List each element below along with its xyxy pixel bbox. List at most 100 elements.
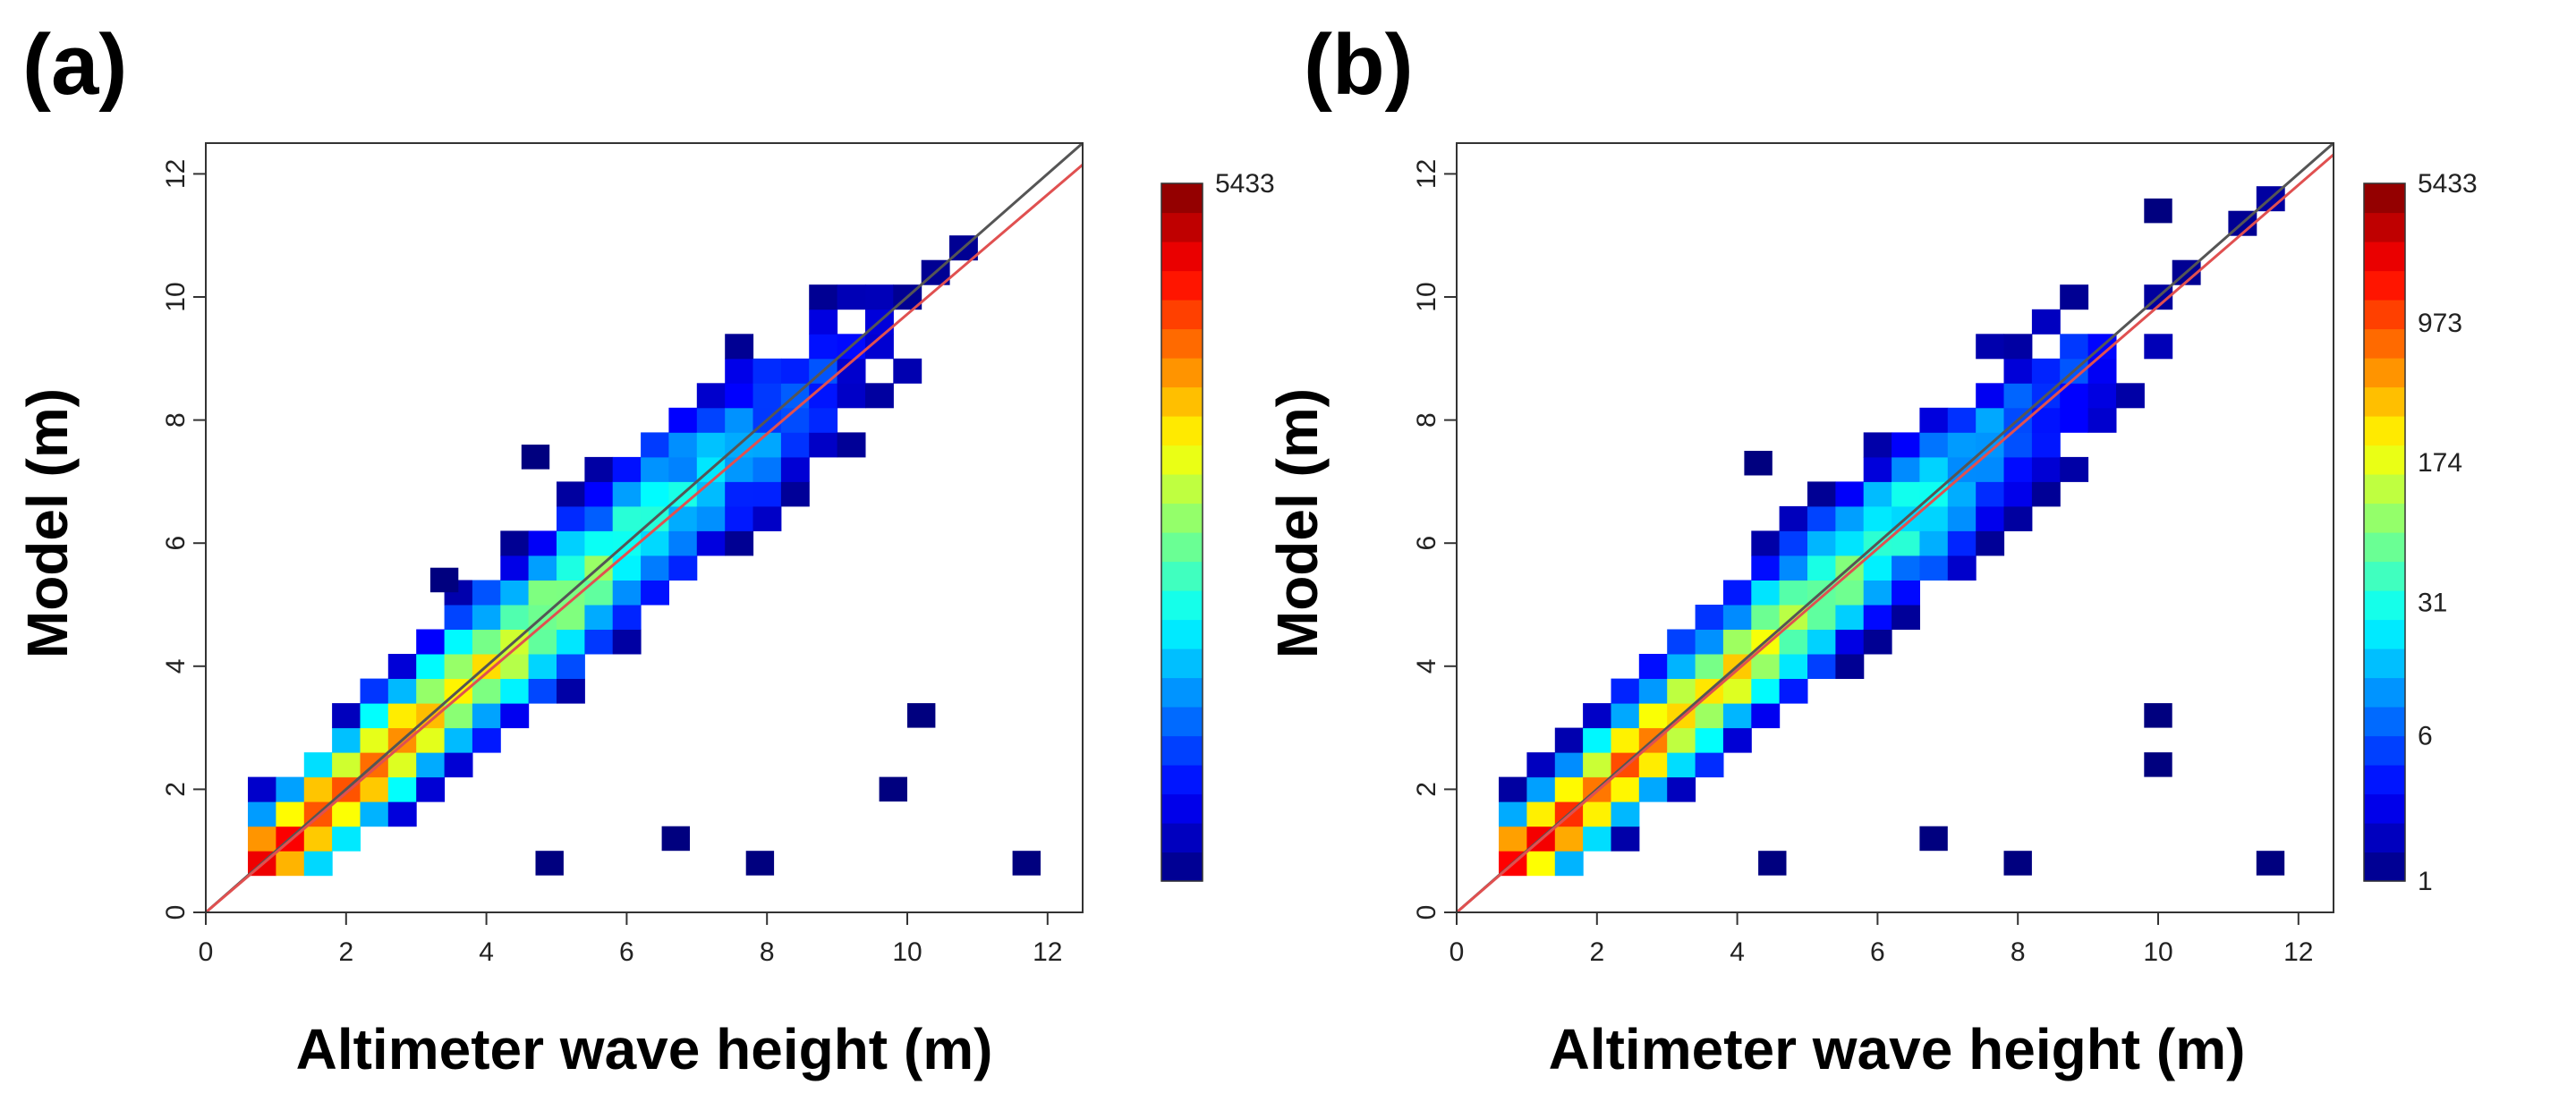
heatmap-cell: [780, 481, 810, 507]
heatmap-cell: [1722, 629, 1752, 655]
heatmap-cell: [696, 481, 726, 507]
heatmap-cell: [837, 432, 866, 458]
heatmap-cell: [725, 456, 754, 482]
heatmap-cell: [612, 629, 642, 655]
heatmap-cell: [1807, 629, 1836, 655]
colorbar-segment: [2364, 242, 2405, 272]
heatmap-cell: [1976, 407, 2005, 433]
heatmap-cell: [528, 555, 557, 581]
heatmap-cell: [837, 284, 866, 310]
heatmap-cell: [641, 481, 669, 507]
heatmap-cell: [2003, 358, 2033, 384]
heatmap-cell: [1526, 776, 1556, 802]
one-to-one-line: [205, 141, 1084, 914]
heatmap-cell: [612, 605, 642, 630]
heatmap-cell: [332, 727, 361, 753]
x-tick-label: 10: [2143, 937, 2172, 967]
heatmap-cell: [584, 580, 614, 606]
colorbar-segment: [2364, 561, 2405, 591]
heatmap-cell: [837, 383, 866, 409]
heatmap-cell: [612, 505, 642, 531]
heatmap-cell: [360, 727, 389, 753]
colorbar-segment: [1161, 619, 1203, 649]
heatmap-cell: [360, 678, 389, 704]
colorbar-segment: [1161, 823, 1203, 853]
heatmap-cell: [1863, 605, 1892, 630]
y-tick-label: 6: [1412, 536, 1441, 551]
outlier-cell: [429, 567, 459, 593]
heatmap-cell: [1638, 776, 1668, 802]
heatmap-cell: [725, 358, 754, 384]
panel-label: (b): [1304, 17, 1414, 113]
colorbar-tick-label: 6: [2418, 721, 2433, 750]
heatmap-cell: [1722, 580, 1752, 606]
colorbar-segment: [2364, 183, 2405, 214]
heatmap-cell: [1554, 851, 1584, 877]
heatmap-cell: [696, 407, 726, 433]
heatmap-cell: [276, 851, 305, 877]
one-to-one-line: [1456, 141, 2334, 914]
heatmap-cell: [1779, 678, 1808, 704]
heatmap-cell: [1947, 407, 1977, 433]
heatmap-cell: [725, 481, 754, 507]
heatmap-cell: [528, 530, 557, 556]
heatmap-cell: [725, 530, 754, 556]
heatmap-cell: [2087, 407, 2117, 433]
heatmap-cell: [444, 654, 473, 679]
heatmap-cell: [276, 776, 305, 802]
heatmap-cell: [360, 801, 389, 827]
heatmap-cell: [1751, 530, 1781, 556]
heatmap-cell: [1695, 629, 1724, 655]
heatmap-cell: [1835, 654, 1865, 679]
heatmap-cell: [1807, 605, 1836, 630]
heatmap-cell: [865, 284, 894, 310]
heatmap-cell: [1751, 555, 1781, 581]
heatmap-cell: [696, 432, 726, 458]
colorbar-segment: [1161, 532, 1203, 563]
heatmap-cell: [1695, 654, 1724, 679]
heatmap-cell: [612, 580, 642, 606]
heatmap-cell: [416, 654, 446, 679]
heatmap-cell: [1554, 752, 1584, 778]
heatmap-cell: [1751, 654, 1781, 679]
outlier-cell: [879, 776, 907, 802]
heatmap-cell: [1499, 826, 1527, 852]
heatmap-cell: [1947, 505, 1977, 531]
heatmap-cell: [1667, 727, 1696, 753]
heatmap-cell: [1779, 629, 1808, 655]
heatmap-cell: [1892, 555, 1920, 581]
heatmap-cell: [696, 383, 726, 409]
heatmap-cell: [725, 383, 754, 409]
colorbar-tick-label: 31: [2418, 589, 2447, 618]
heatmap-cell: [1835, 505, 1865, 531]
heatmap-cell: [528, 654, 557, 679]
x-tick-label: 10: [892, 937, 922, 967]
heatmap-cell: [332, 703, 361, 729]
heatmap-cell: [1526, 801, 1556, 827]
y-axis-title: Model (m): [15, 388, 80, 658]
heatmap-cell: [1892, 580, 1920, 606]
heatmap-cell: [668, 530, 698, 556]
heatmap-cell: [1807, 654, 1836, 679]
colorbar-segment: [2364, 474, 2405, 504]
heatmap-cell: [2060, 334, 2089, 360]
heatmap-cell: [557, 505, 585, 531]
heatmap-cell: [1976, 334, 2005, 360]
heatmap-cell: [1835, 629, 1865, 655]
heatmap-cell: [360, 776, 389, 802]
heatmap-cell: [1863, 505, 1892, 531]
heatmap-cell: [416, 678, 446, 704]
heatmap-cell: [1919, 505, 1949, 531]
heatmap-cell: [1779, 530, 1808, 556]
heatmap-cell: [584, 481, 614, 507]
heatmap-cell: [1863, 555, 1892, 581]
heatmap-cell: [1667, 629, 1696, 655]
heatmap-cell: [641, 456, 669, 482]
heatmap-cell: [1583, 801, 1611, 827]
heatmap-cell: [332, 801, 361, 827]
heatmap-cell: [416, 727, 446, 753]
heatmap-cell: [387, 678, 417, 704]
heatmap-cell: [416, 629, 446, 655]
heatmap-cell: [472, 703, 501, 729]
heatmap-cell: [2060, 284, 2089, 310]
